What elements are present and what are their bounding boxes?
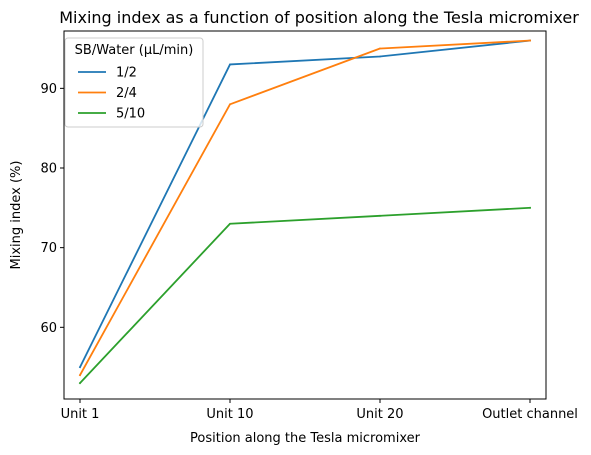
y-tick-label: 80 [40, 162, 57, 177]
x-tick-label: Outlet channel [482, 407, 578, 422]
data-point [379, 214, 381, 217]
y-axis: 60 70 80 90 [40, 82, 64, 336]
x-axis-label: Position along the Tesla micromixer [190, 431, 421, 446]
legend-label: 2/4 [116, 86, 137, 101]
data-point [79, 382, 81, 384]
chart-title: Mixing index as a function of position a… [59, 8, 579, 27]
data-point [379, 55, 381, 58]
data-point [229, 63, 231, 66]
series-layer [78, 39, 531, 385]
legend: SB/Water (µL/min) 1/2 2/4 5/10 [64, 37, 204, 128]
data-point [529, 206, 531, 209]
x-tick-label: Unit 1 [61, 407, 100, 422]
y-tick-label: 60 [40, 321, 57, 336]
legend-label: 5/10 [116, 107, 145, 122]
legend-entries: 1/2 2/4 5/10 [78, 66, 145, 122]
y-axis-label: Mixing index (%) [9, 161, 24, 270]
series-line-3 [78, 206, 531, 385]
x-axis: Unit 1 Unit 10 Unit 20 Outlet channel [61, 399, 578, 422]
y-tick-label: 90 [40, 82, 57, 97]
data-point [379, 47, 381, 50]
data-point [229, 222, 231, 225]
data-point [529, 39, 531, 42]
data-point [79, 374, 81, 377]
y-tick-label: 70 [40, 241, 57, 256]
data-point [79, 366, 81, 369]
data-point [229, 103, 231, 106]
series-line-2 [78, 39, 531, 377]
x-tick-label: Unit 10 [206, 407, 253, 422]
legend-title: SB/Water (µL/min) [75, 43, 194, 58]
legend-box [64, 37, 204, 128]
series-line-1 [78, 39, 531, 369]
legend-label: 1/2 [116, 66, 137, 81]
x-tick-label: Unit 20 [356, 407, 403, 422]
